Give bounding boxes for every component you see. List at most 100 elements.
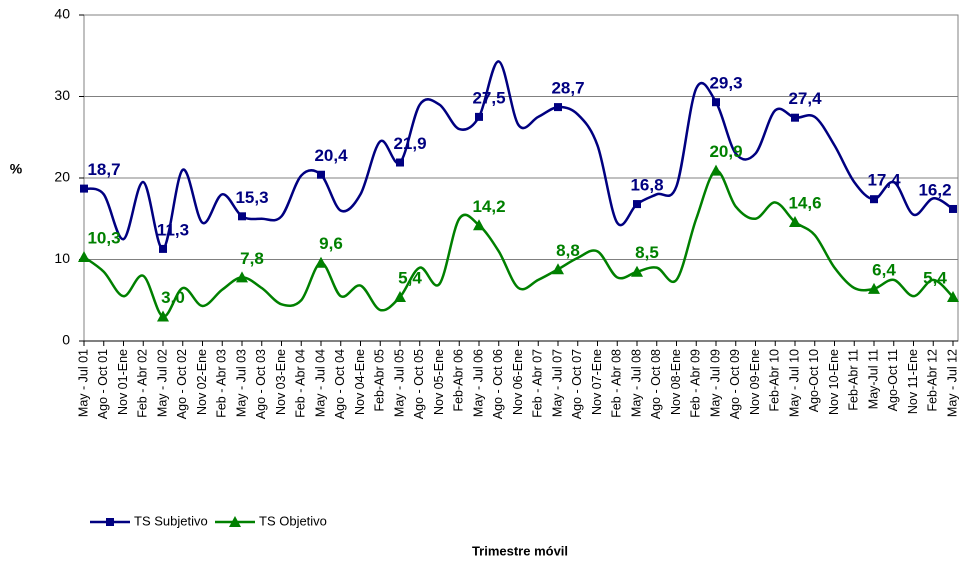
x-tick-label: May - Jul 06	[471, 349, 485, 417]
y-tick-label: 30	[54, 87, 70, 103]
data-point	[868, 282, 880, 294]
data-label: 11,3	[157, 220, 189, 239]
data-point	[712, 98, 720, 107]
x-tick-label: Ago - Oct 09	[728, 349, 742, 419]
x-tick-label: Nov 05-Ene	[432, 349, 446, 415]
data-label: 16,2	[918, 180, 951, 199]
series-line	[83, 60, 954, 251]
x-tick-label: Ago-Oct 10	[807, 349, 821, 412]
legend-label: TS Objetivo	[259, 513, 327, 528]
data-label: 6,4	[872, 260, 896, 279]
x-tick-label: Nov 11-Ene	[906, 349, 920, 414]
y-tick-label: 10	[54, 250, 70, 266]
x-tick-label: Ago - Oct 02	[175, 349, 189, 419]
data-label: 29,3	[709, 74, 742, 93]
legend-marker	[229, 516, 241, 527]
x-tick-label: Feb-Abr 11	[847, 349, 861, 411]
x-tick-label: Feb-Abr 05	[373, 349, 387, 412]
data-point	[947, 290, 959, 302]
data-label: 28,7	[551, 79, 584, 98]
data-point	[80, 184, 88, 193]
x-tick-label: May - Jul 03	[234, 349, 248, 417]
data-label: 21,9	[393, 134, 426, 153]
x-tick-label: May - Jul 08	[629, 349, 643, 417]
data-point	[552, 263, 564, 275]
x-tick-label: Nov 02-Ene	[195, 349, 209, 415]
x-tick-label: Feb - Abr 09	[689, 349, 703, 418]
x-tick-label: May - Jul 07	[550, 349, 564, 417]
x-tick-label: May - Jul 05	[392, 349, 406, 417]
data-point	[473, 219, 485, 231]
x-tick-label: May-Jul 11	[866, 349, 880, 409]
data-label: 7,8	[240, 249, 264, 268]
data-label: 27,5	[472, 88, 505, 107]
x-tick-label: Ago - Oct 05	[412, 349, 426, 419]
legend-label: TS Subjetivo	[134, 513, 208, 528]
x-tick-label: May - Jul 04	[313, 349, 327, 417]
x-tick-label: Ago-Oct 11	[886, 349, 900, 411]
x-tick-label: Nov 08-Ene	[669, 349, 683, 415]
x-tick-label: Ago - Oct 03	[254, 349, 268, 419]
data-point	[633, 200, 641, 209]
data-point	[236, 271, 248, 283]
data-label: 8,8	[556, 241, 580, 260]
data-point	[159, 244, 167, 253]
x-tick-label: Feb-Abr 06	[452, 349, 466, 412]
data-point	[238, 212, 246, 221]
data-label: 14,6	[788, 193, 821, 212]
legend-marker	[106, 518, 114, 526]
data-label: 20,4	[314, 146, 348, 165]
data-point	[157, 310, 169, 322]
x-tick-label: May - Jul 10	[787, 349, 801, 417]
data-point	[870, 195, 878, 204]
data-label: 20,9	[709, 142, 742, 161]
data-label: 8,5	[635, 243, 659, 262]
y-axis-label: %	[10, 161, 23, 177]
x-tick-label: Feb - Abr 04	[294, 349, 308, 418]
data-label: 18,7	[87, 160, 120, 179]
x-tick-label: Feb - Abr 08	[610, 349, 624, 418]
x-tick-label: Feb - Abr 02	[136, 349, 150, 418]
data-label: 3,0	[161, 288, 185, 307]
x-tick-label: Feb-Abr 10	[768, 349, 782, 412]
data-label: 9,6	[319, 234, 343, 253]
x-tick-label: Nov 07-Ene	[590, 349, 604, 415]
x-tick-label: Feb-Abr 12	[926, 349, 940, 412]
x-tick-label: Ago - Oct 08	[649, 349, 663, 419]
data-label: 17,4	[867, 171, 901, 190]
x-tick-label: Nov 10-Ene	[827, 349, 841, 415]
x-tick-label: Feb - Abr 07	[531, 349, 545, 418]
x-tick-label: Nov 01-Ene	[116, 349, 130, 415]
data-point	[631, 265, 643, 277]
x-tick-label: May - Jul 01	[76, 349, 90, 417]
data-point	[78, 251, 90, 263]
data-point	[949, 204, 957, 213]
data-point	[396, 158, 404, 167]
x-tick-label: Nov 04-Ene	[353, 349, 367, 415]
x-tick-label: May - Jul 12	[945, 349, 959, 417]
data-label: 5,4	[923, 268, 947, 287]
data-point	[394, 290, 406, 302]
data-label: 5,4	[398, 268, 422, 287]
x-axis-label: Trimestre móvil	[472, 543, 568, 558]
x-tick-label: May - Jul 09	[708, 349, 722, 417]
x-tick-label: Ago - Oct 06	[491, 349, 505, 419]
data-point	[317, 170, 325, 179]
x-tick-label: Ago - Oct 07	[570, 349, 584, 419]
data-label: 10,3	[87, 229, 120, 248]
x-tick-label: May - Jul 02	[155, 349, 169, 417]
y-tick-label: 20	[54, 169, 70, 185]
data-point	[315, 256, 327, 268]
x-tick-label: Nov 09-Ene	[748, 349, 762, 415]
x-tick-label: Ago - Oct 01	[96, 349, 110, 419]
data-label: 27,4	[788, 89, 822, 108]
data-point	[789, 216, 801, 228]
data-point	[475, 112, 483, 121]
data-point	[554, 103, 562, 112]
series-line	[83, 169, 954, 318]
x-tick-label: Feb - Abr 03	[215, 349, 229, 418]
data-label: 16,8	[630, 176, 663, 195]
y-tick-label: 0	[62, 332, 70, 348]
data-label: 14,2	[472, 197, 505, 216]
